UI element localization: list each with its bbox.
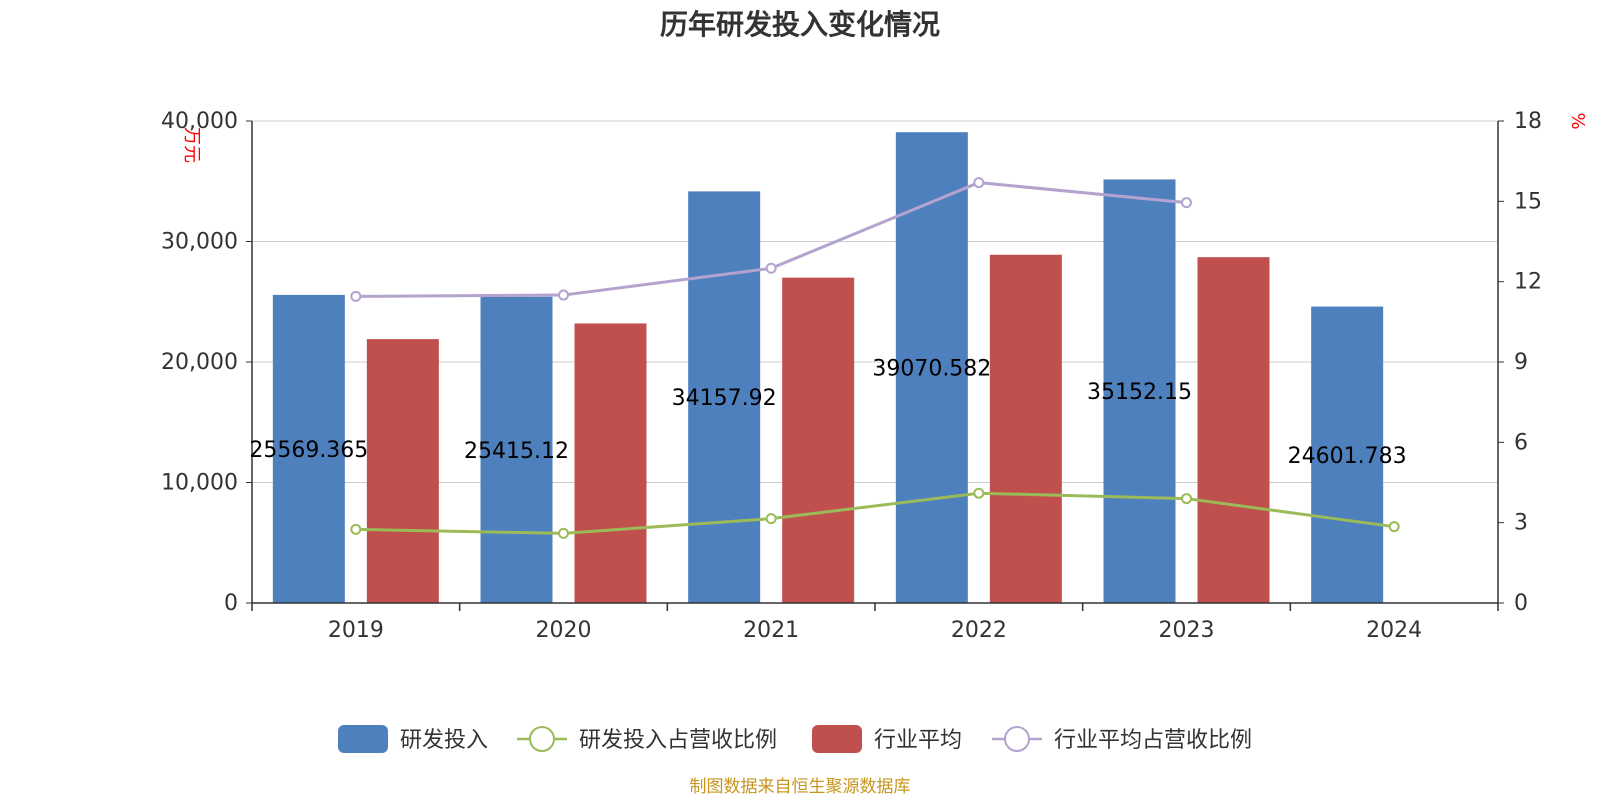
line-point — [558, 527, 569, 539]
bar — [272, 294, 345, 603]
bar — [574, 323, 647, 603]
legend-swatch-marker — [529, 726, 555, 752]
x-tick-label: 2024 — [1366, 618, 1422, 643]
y-left-unit: 万元 — [181, 127, 202, 163]
data-labels: 25569.365 25415.12 34157.92 39070.582 35152.… — [249, 357, 1406, 469]
line-point — [1388, 521, 1400, 533]
series-line — [355, 491, 1395, 535]
y-right-unit: % — [1567, 112, 1588, 129]
x-tick-label: 2023 — [1159, 618, 1215, 643]
x-tick-label: 2021 — [743, 618, 799, 643]
series-line — [355, 181, 1187, 298]
y-right-tick-label: 0 — [1514, 591, 1528, 616]
bar — [688, 191, 761, 603]
bar — [1103, 179, 1176, 603]
data-label: 35152.15 — [1087, 380, 1192, 405]
y-left-tick-label: 20,000 — [161, 350, 238, 375]
legend-label: 研发投入 — [400, 728, 488, 753]
legend-label: 行业平均 — [874, 728, 962, 753]
data-label: 25569.365 — [249, 438, 368, 463]
y-right-tick-label: 9 — [1514, 350, 1528, 375]
line-point — [1181, 197, 1192, 209]
legend-swatch — [812, 725, 862, 753]
legend-swatch — [338, 725, 388, 753]
data-label: 39070.582 — [872, 357, 991, 382]
bar — [1197, 257, 1270, 603]
y-right-tick-label: 6 — [1514, 430, 1528, 455]
bar — [480, 296, 553, 603]
y-right-tick-label: 18 — [1514, 109, 1542, 134]
axes: 0 10,000 20,000 30,000 40,000 0 3 6 9 12 15 18 2019 2… — [161, 109, 1542, 643]
y-right-tick-label: 12 — [1514, 270, 1542, 295]
legend-swatch-marker — [1004, 726, 1030, 752]
bars — [272, 132, 1384, 603]
legend-label: 研发投入占营收比例 — [579, 728, 777, 753]
y-left-tick-label: 30,000 — [161, 230, 238, 255]
y-left-tick-label: 10,000 — [161, 471, 238, 496]
data-label: 25415.12 — [464, 439, 569, 464]
chart-title: 历年研发投入变化情况 — [660, 8, 940, 41]
series-lines — [350, 177, 1400, 539]
bar — [782, 277, 855, 603]
line-point — [973, 177, 985, 189]
source-note: 制图数据来自恒生聚源数据库 — [690, 777, 911, 797]
y-left-tick-label: 40,000 — [161, 109, 238, 134]
x-tick-label: 2020 — [536, 618, 592, 643]
legend: 研发投入 研发投入占营收比例 行业平均 行业平均占营收比例 — [338, 725, 1252, 753]
line-point — [558, 289, 569, 301]
y-right-tick-label: 15 — [1514, 189, 1542, 214]
line-point — [350, 290, 362, 302]
data-label: 24601.783 — [1288, 444, 1407, 469]
line-point — [973, 487, 985, 499]
line-point — [350, 523, 362, 535]
grid-lines — [252, 120, 1498, 483]
line-point — [1181, 493, 1192, 505]
legend-label: 行业平均占营收比例 — [1054, 728, 1252, 753]
bar — [989, 254, 1062, 603]
y-right-tick-label: 3 — [1514, 511, 1528, 536]
x-tick-label: 2019 — [328, 618, 384, 643]
line-point — [765, 513, 777, 525]
bar — [1311, 306, 1384, 603]
line-point — [765, 262, 777, 274]
bar — [366, 339, 439, 603]
y-left-tick-label: 0 — [224, 591, 238, 616]
data-label: 34157.92 — [672, 386, 777, 411]
x-tick-label: 2022 — [951, 618, 1007, 643]
